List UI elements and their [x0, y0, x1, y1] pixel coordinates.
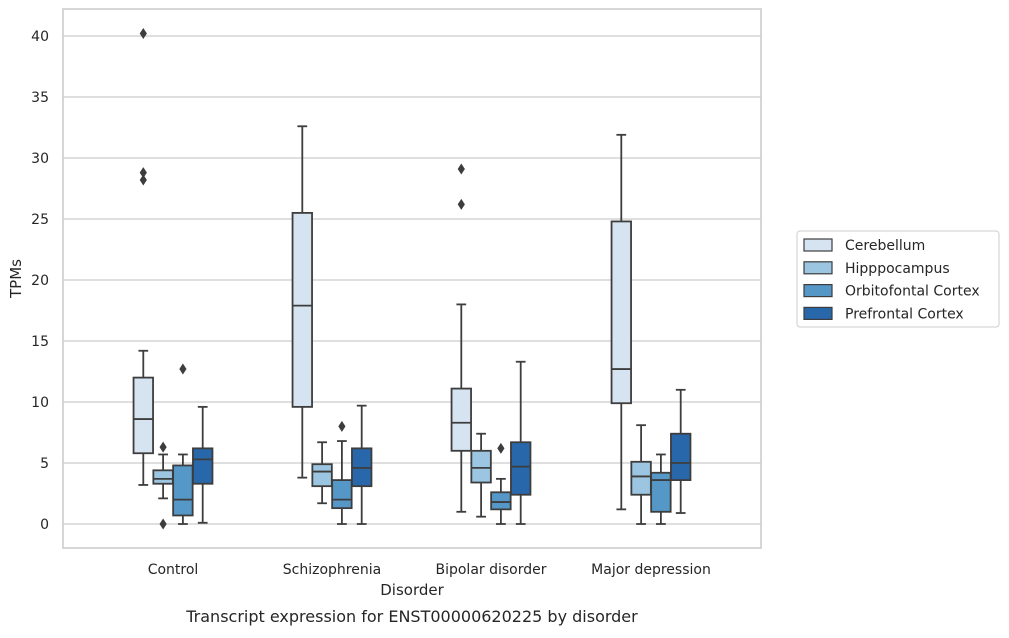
x-tick-label: Bipolar disorder — [435, 562, 546, 578]
box-iqr — [470, 449, 492, 484]
y-tick-label: 10 — [31, 395, 49, 411]
x-axis-label: Disorder — [380, 581, 444, 599]
box-hipppocampus — [630, 424, 652, 525]
legend-label: Orbitofontal Cortex — [845, 284, 980, 300]
outlier-point — [457, 163, 465, 175]
box-iqr — [510, 441, 532, 496]
box-cerebellum — [291, 125, 313, 479]
box-prefrontal-cortex — [510, 360, 532, 525]
box-cerebellum — [610, 133, 632, 511]
box-iqr — [490, 491, 512, 511]
legend-label: Prefrontal Cortex — [845, 306, 964, 322]
box-iqr — [172, 464, 194, 517]
outlier-point — [338, 420, 346, 432]
outlier-point — [159, 518, 167, 530]
box-orbitofontal-cortex — [490, 442, 512, 525]
box-iqr — [331, 479, 353, 510]
x-tick-label: Major depression — [591, 562, 711, 578]
box-orbitofontal-cortex — [650, 453, 672, 525]
y-tick-label: 25 — [31, 212, 49, 228]
box-iqr — [132, 376, 154, 455]
legend-swatch — [803, 261, 833, 275]
chart-caption: Transcript expression for ENST0000062022… — [185, 607, 638, 626]
box-prefrontal-cortex — [351, 404, 373, 525]
box-iqr — [670, 432, 692, 481]
outlier-point — [139, 28, 147, 40]
box-orbitofontal-cortex — [331, 420, 353, 525]
y-tick-label: 15 — [31, 334, 49, 350]
y-tick-label: 0 — [40, 517, 49, 533]
y-axis-label: TPMs — [7, 259, 25, 299]
legend-label: Cerebellum — [845, 238, 925, 254]
grid-lines — [63, 35, 761, 525]
outlier-point — [139, 167, 147, 179]
box-iqr — [650, 471, 672, 513]
outlier-point — [139, 174, 147, 186]
box-cerebellum — [132, 28, 154, 486]
outlier-point — [159, 441, 167, 453]
box-orbitofontal-cortex — [172, 363, 194, 525]
box-iqr — [311, 463, 333, 488]
x-tick-labels: Control Schizophrenia Bipolar disorder Majo… — [148, 562, 711, 578]
x-tick-label: Schizophrenia — [283, 562, 381, 578]
box-prefrontal-cortex — [670, 388, 692, 514]
box-iqr — [450, 387, 472, 452]
box-hipppocampus — [311, 441, 333, 505]
legend-frame — [796, 230, 1000, 328]
legend-label: Hipppocampus — [845, 261, 950, 277]
y-tick-label: 5 — [40, 456, 49, 472]
box-hipppocampus — [152, 441, 174, 530]
box-iqr — [192, 447, 214, 485]
y-tick-label: 20 — [31, 273, 49, 289]
box-plot-marks — [132, 28, 692, 530]
legend: Cerebellum Hipppocampus Orbitofontal Corte… — [796, 230, 1000, 328]
legend-swatch — [803, 306, 833, 320]
box-iqr — [291, 211, 313, 408]
plot-frame — [62, 8, 762, 549]
box-cerebellum — [450, 163, 472, 513]
box-iqr — [152, 469, 174, 485]
legend-swatch — [803, 284, 833, 298]
legend-items: Cerebellum Hipppocampus Orbitofontal Corte… — [803, 238, 980, 322]
box-hipppocampus — [470, 432, 492, 518]
y-tick-label: 35 — [31, 90, 49, 106]
y-tick-label: 40 — [31, 29, 49, 45]
box-prefrontal-cortex — [192, 405, 214, 524]
legend-swatch — [803, 238, 833, 252]
y-tick-label: 30 — [31, 151, 49, 167]
outlier-point — [497, 442, 505, 454]
outlier-point — [457, 198, 465, 210]
box-iqr — [610, 220, 632, 405]
x-tick-label: Control — [148, 562, 199, 578]
y-tick-labels: 0 5 10 15 20 25 30 35 40 — [31, 29, 49, 533]
box-iqr — [630, 460, 652, 496]
outlier-point — [179, 363, 187, 375]
